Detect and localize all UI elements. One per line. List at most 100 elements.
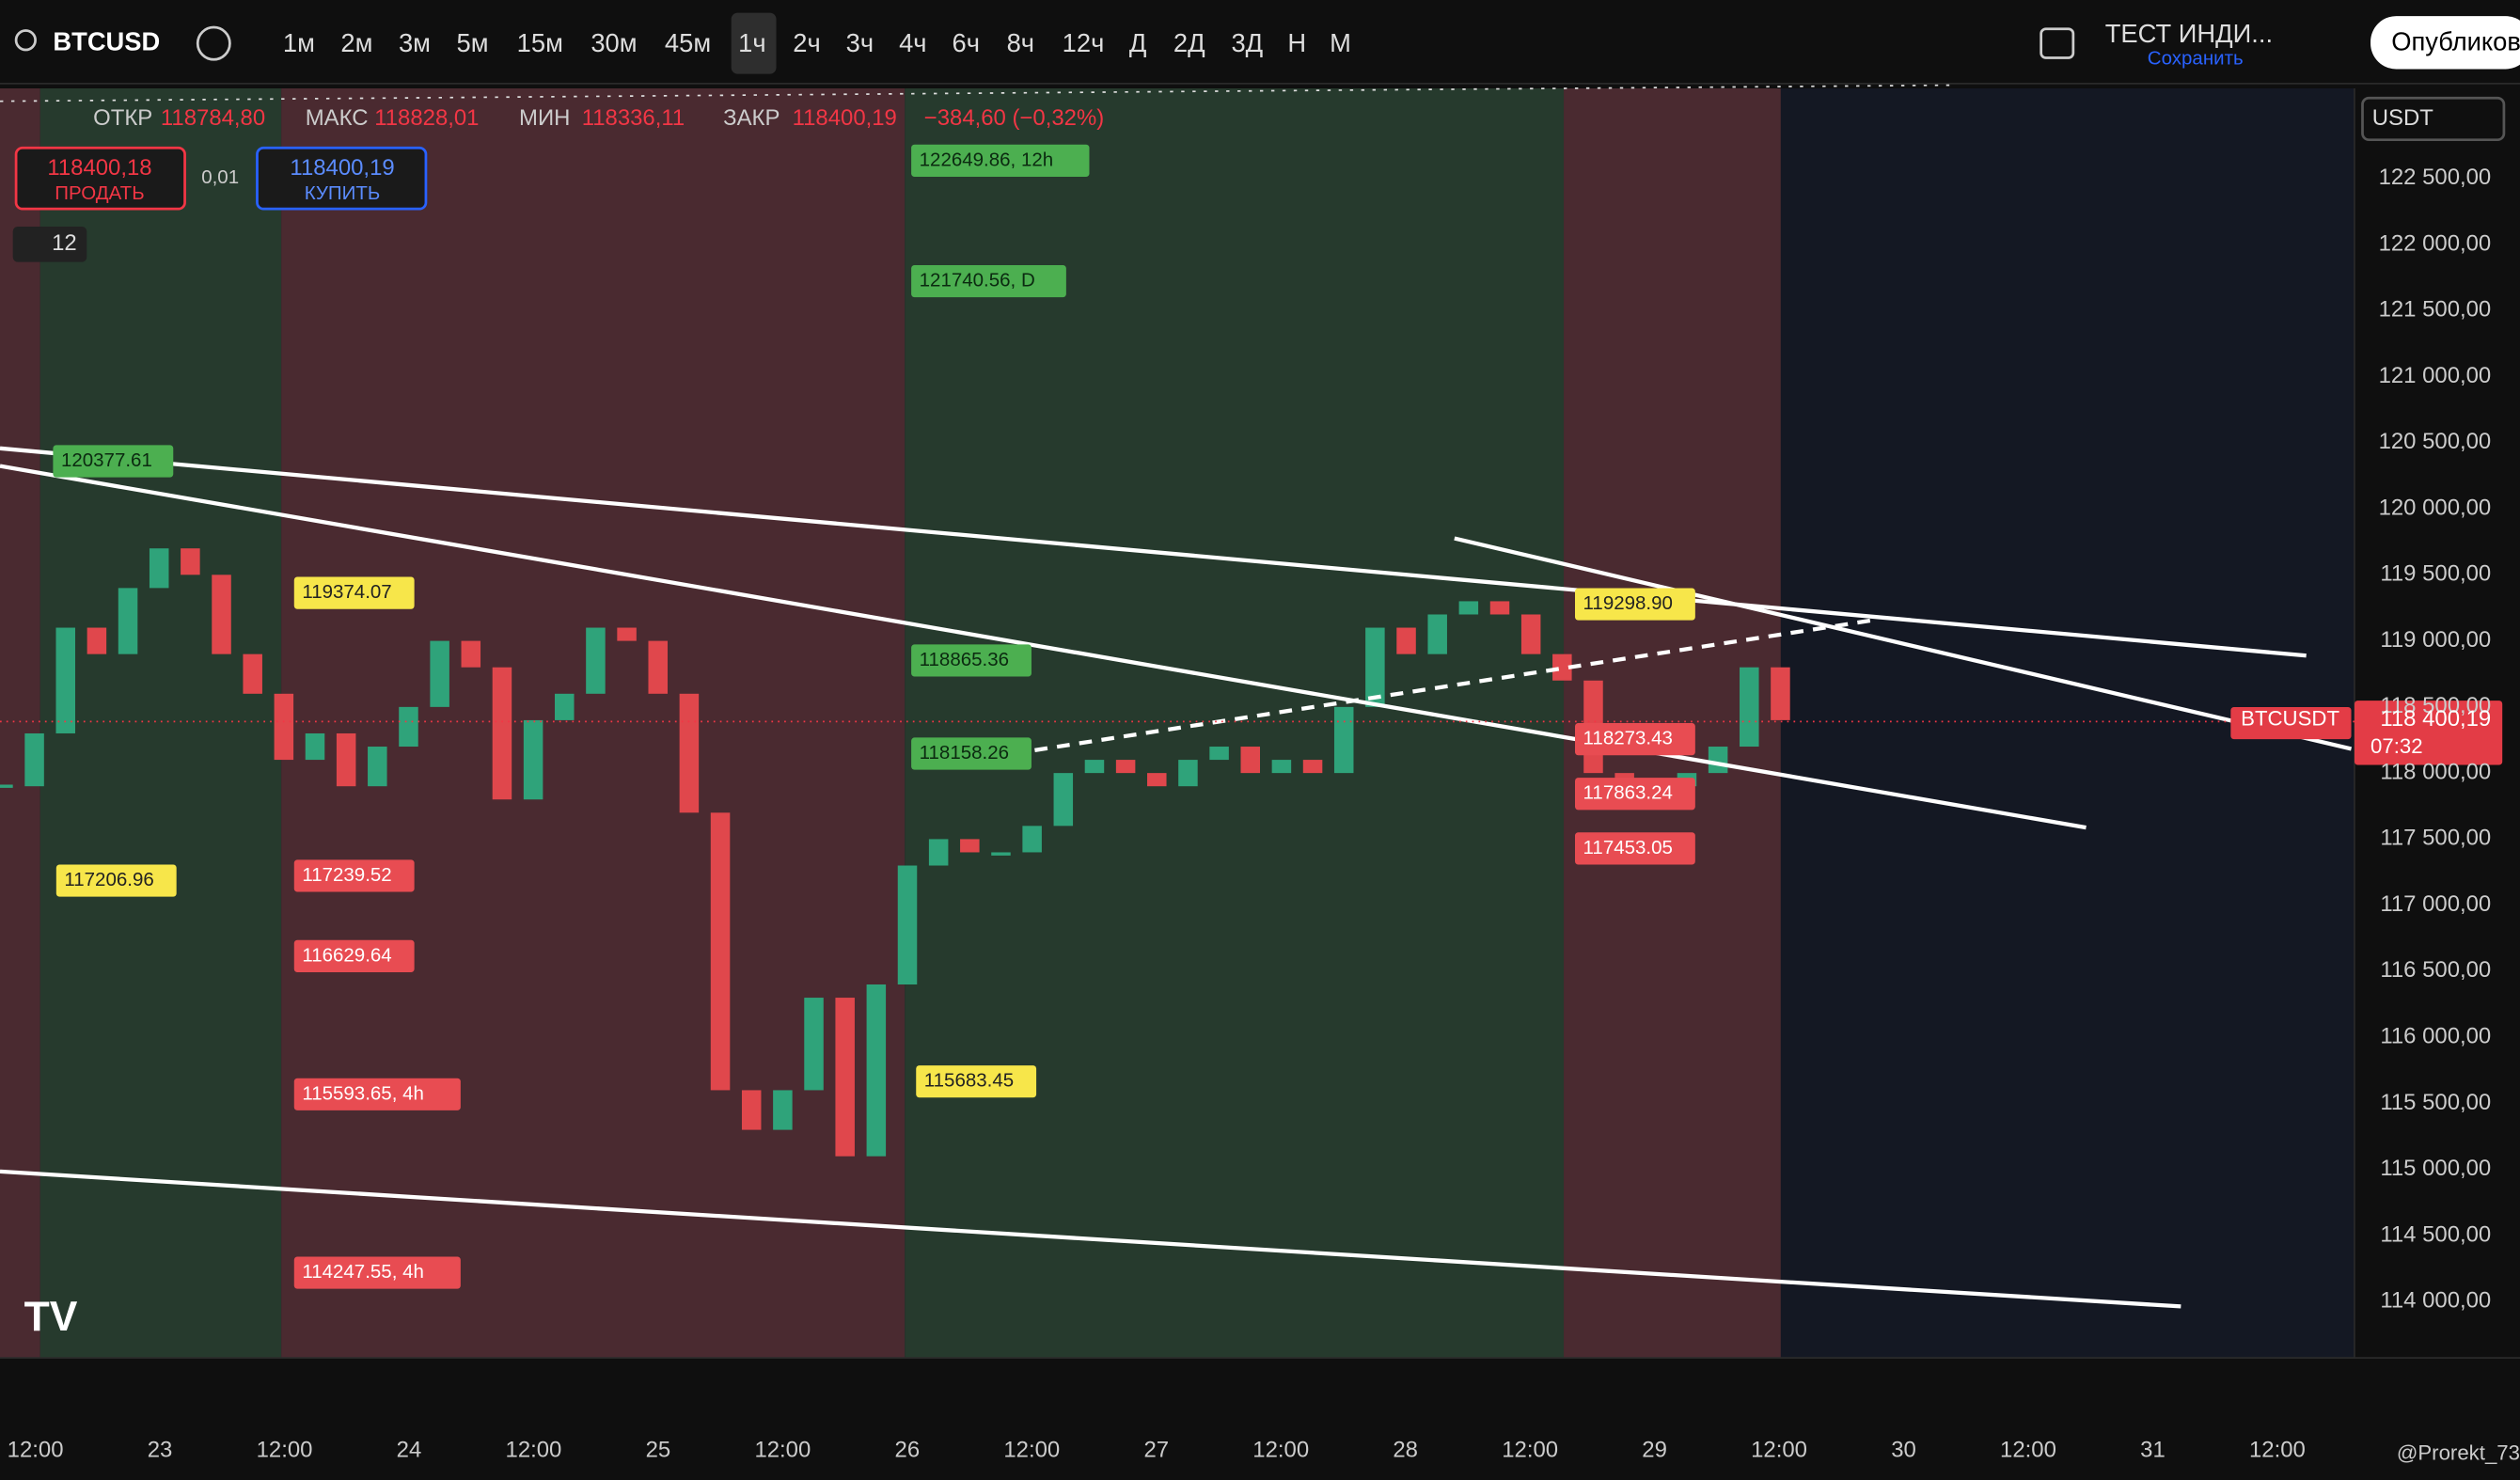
interval-button[interactable]: 3м [399,28,431,57]
interval-button[interactable]: Д [1129,28,1147,57]
interval-button[interactable]: 6ч [952,28,979,57]
candle [492,667,512,800]
level-tag [1575,778,1695,811]
collapse-count: 12 [52,230,77,256]
legend-close-label: ЗАКР [723,105,780,131]
last-price-tag [2354,701,2503,765]
interval-button[interactable]: 1м [283,28,315,57]
candle [773,1090,793,1130]
currency: USDT [2372,105,2433,131]
price-tick-label: 115 500,00 [2380,1090,2491,1115]
buy-label: КУПИТЬ [305,182,381,204]
candle [336,732,356,787]
candle [1740,667,1759,748]
candle [991,852,1011,856]
candle [118,588,138,654]
price-tick-label: 120 000,00 [2379,495,2492,520]
collapse-button[interactable] [12,226,87,262]
layout-icon[interactable] [2040,27,2075,59]
legend-close: 118400,19 [793,105,897,131]
buy-button[interactable] [256,146,428,211]
level-label: 114247.55, 4h [302,1261,424,1283]
interval-button[interactable]: 5м [456,28,488,57]
price-tick-label: 120 500,00 [2379,429,2492,454]
candle [1396,627,1416,654]
interval-button[interactable]: 3ч [846,28,874,57]
time-tick-label: 25 [646,1438,671,1463]
level-tag [293,1078,461,1110]
sell-button[interactable] [14,146,186,211]
interval-button[interactable]: 15м [517,28,563,57]
candle [274,693,294,761]
price-tick-label: 117 500,00 [2380,826,2491,851]
candle [0,784,13,788]
search-icon[interactable] [14,29,37,52]
candle [960,839,980,853]
price-tick-label: 121 500,00 [2379,297,2492,323]
candle [1178,760,1198,787]
interval-button[interactable]: 30м [591,28,637,57]
candle [586,627,606,694]
legend-open-label: ОТКР [93,105,152,131]
time-tick-label: 12:00 [2000,1438,2056,1463]
price-tick-label: 114 500,00 [2380,1221,2491,1247]
level-tag [53,445,174,478]
candle [928,839,949,866]
level-label: 120377.61 [61,449,152,471]
time-tick-label: 28 [1393,1438,1418,1463]
candle [399,706,418,748]
currency-select[interactable] [2361,96,2506,142]
candle [1489,601,1510,615]
publish-label: Опубликов [2391,26,2520,55]
interval-button[interactable]: 12ч [1063,28,1105,57]
candle [1240,747,1260,774]
add-icon[interactable] [196,25,231,61]
time-tick-label: 12:00 [1252,1438,1309,1463]
interval-button[interactable]: 2Д [1173,28,1205,57]
legend-low: 118336,11 [582,105,685,131]
price-tick-label: 118 500,00 [2380,693,2491,718]
interval-button[interactable]: 45м [665,28,711,57]
price-tick-label: 122 500,00 [2379,165,2492,190]
interval-button[interactable]: 2м [340,28,372,57]
price-tick-label: 122 000,00 [2379,230,2492,256]
price-tick-label: 118 000,00 [2380,759,2491,784]
publish-button[interactable] [2370,16,2520,70]
price-tick-label: 116 000,00 [2380,1024,2491,1049]
author: @Prorekt_73 [2397,1441,2520,1465]
candle [897,865,918,985]
candle [804,998,824,1091]
session-green [39,87,282,1359]
candle [835,998,855,1157]
interval-button[interactable]: 4ч [899,28,926,57]
time-tick-label: 30 [1891,1438,1916,1463]
candle [523,719,543,800]
logo: TV [24,1294,78,1340]
price-tick-label: 119 000,00 [2380,627,2491,653]
time-tick-label: 31 [2140,1438,2166,1463]
interval-button[interactable]: 1ч [738,28,765,57]
interval-button[interactable]: М [1330,28,1351,57]
legend-high-label: МАКС [306,105,369,131]
interval-button[interactable]: Н [1287,28,1306,57]
interval-button[interactable]: 3Д [1231,28,1263,57]
price-tick-label: 115 000,00 [2380,1156,2491,1181]
session-red [281,87,906,1359]
level-label: 118273.43 [1583,728,1673,749]
candle [1365,627,1385,707]
level-tag [1575,723,1695,756]
candle [648,640,668,694]
time-tick-label: 12:00 [1502,1438,1558,1463]
quantity: 0,01 [201,166,239,188]
time-tick-label: 24 [397,1438,422,1463]
interval-button[interactable]: 2ч [793,28,820,57]
candle [461,640,481,668]
toolbar-icons [12,12,2520,262]
candle [87,627,107,654]
level-label: 118865.36 [920,649,1009,670]
time-tick-label: 23 [148,1438,173,1463]
buy-price: 118400,19 [290,155,394,181]
interval-button[interactable]: 8ч [1007,28,1034,57]
candle [1084,760,1105,774]
